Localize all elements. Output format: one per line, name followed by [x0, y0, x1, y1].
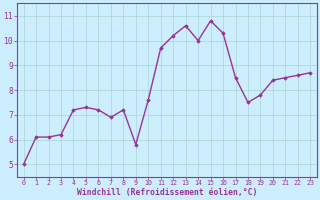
X-axis label: Windchill (Refroidissement éolien,°C): Windchill (Refroidissement éolien,°C)	[77, 188, 257, 197]
